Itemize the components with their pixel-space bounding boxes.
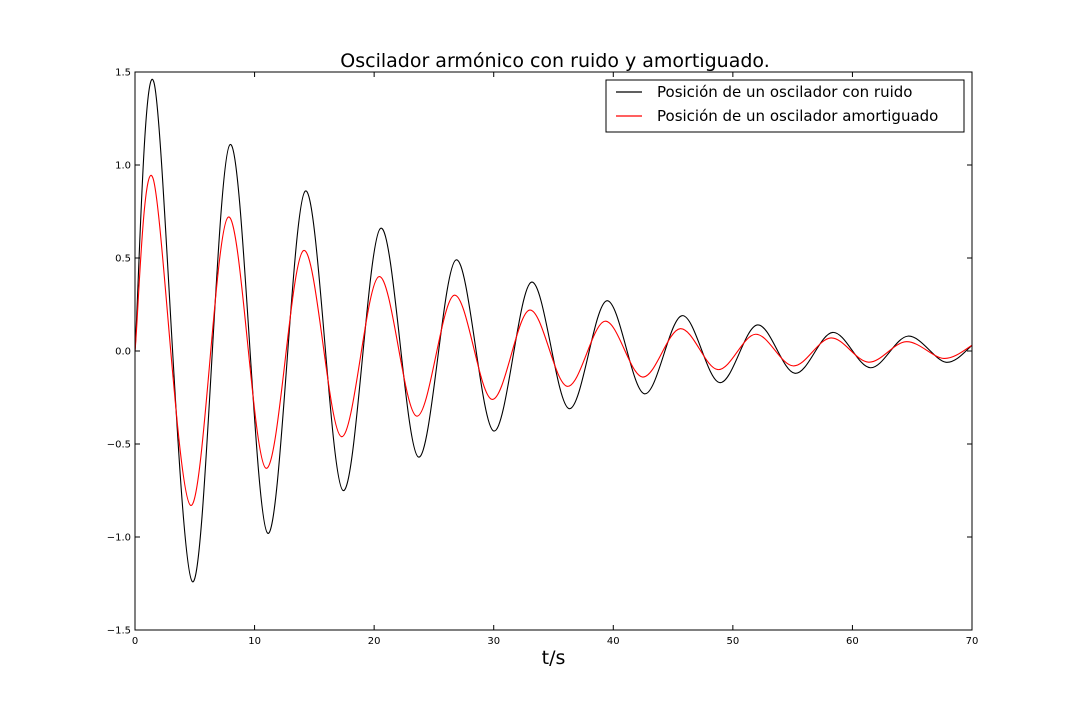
- series-line-2: [135, 174, 972, 506]
- chart-title: Oscilador armónico con ruido y amortigua…: [340, 50, 769, 72]
- x-tick-label: 0: [132, 636, 138, 647]
- x-axis-label: t/s: [542, 647, 566, 669]
- x-tick-label: 30: [487, 636, 500, 647]
- series-layer: [135, 78, 972, 583]
- x-tick-label: 20: [368, 636, 381, 647]
- y-tick-label: −1.5: [107, 626, 131, 637]
- y-tick-label: −0.5: [107, 440, 131, 451]
- legend-box: [605, 79, 965, 133]
- x-tick-label: 40: [607, 636, 620, 647]
- y-tick-label: 0.0: [115, 347, 131, 358]
- x-tick-label: 70: [966, 636, 979, 647]
- y-tick-label: 0.5: [115, 254, 131, 265]
- legend-label-1: Posición de un oscilador con ruido: [657, 83, 912, 101]
- series-line-1: [135, 78, 972, 583]
- plot-frame: [134, 71, 973, 631]
- y-tick-label: −1.0: [107, 533, 131, 544]
- x-tick-label: 10: [248, 636, 261, 647]
- x-tick-label: 60: [846, 636, 859, 647]
- ticks-layer: 0 10 20 30 40 50 60 70 −1.5 −1.0 −0.5 0.0 0.5 1.0 1.5: [107, 68, 979, 648]
- legend: Posición de un oscilador con ruido Posici…: [605, 79, 965, 133]
- y-tick-label: 1.0: [115, 161, 131, 172]
- y-tick-label: 1.5: [115, 68, 131, 79]
- legend-label-2: Posición de un oscilador amortiguado: [657, 107, 938, 125]
- x-tick-label: 50: [726, 636, 739, 647]
